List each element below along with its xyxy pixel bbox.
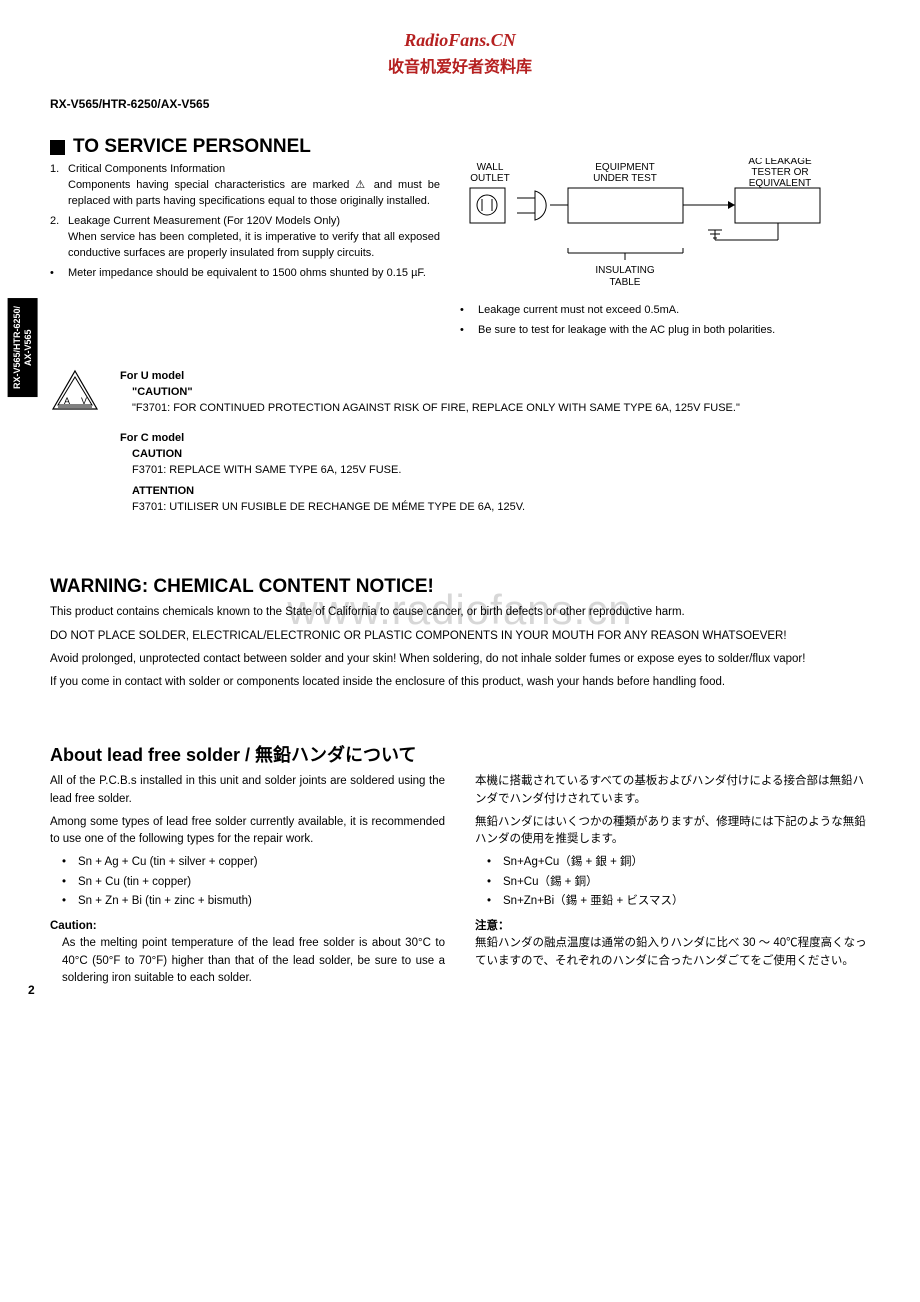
c-caution-body: F3701: REPLACE WITH SAME TYPE 6A, 125V F… xyxy=(132,463,870,479)
svg-text:TESTER OR: TESTER OR xyxy=(751,167,808,178)
lf-en-caution-body: As the melting point temperature of the … xyxy=(62,935,445,987)
svg-text:V: V xyxy=(81,396,87,406)
service-columns: 1. Critical Components Information Compo… xyxy=(50,158,870,339)
warning-triangle-icon: A V xyxy=(50,369,120,517)
square-icon xyxy=(50,140,65,155)
u-caution-label: "CAUTION" xyxy=(132,385,870,401)
svg-text:AC LEAKAGE: AC LEAKAGE xyxy=(748,158,812,167)
warning-p3: Avoid prolonged, unprotected contact bet… xyxy=(50,651,870,668)
lf-jp-b2: •Sn+Cu（錫 + 銅） xyxy=(487,874,870,891)
caution-text: For U model "CAUTION" "F3701: FOR CONTIN… xyxy=(120,369,870,517)
lf-en-b3: •Sn + Zn + Bi (tin + zinc + bismuth) xyxy=(62,893,445,910)
u-caution-body: "F3701: FOR CONTINUED PROTECTION AGAINST… xyxy=(132,401,870,417)
lf-en-b1: •Sn + Ag + Cu (tin + silver + copper) xyxy=(62,854,445,871)
bullet-icon: • xyxy=(460,323,478,339)
lf-jp-b1: •Sn+Ag+Cu（錫 + 銀 + 銅） xyxy=(487,854,870,871)
service-heading-text: TO SERVICE PERSONNEL xyxy=(73,136,311,158)
svg-text:EQUIPMENT: EQUIPMENT xyxy=(595,162,654,173)
lf-jp-b2-text: Sn+Cu（錫 + 銅） xyxy=(503,874,598,891)
page: RadioFans.CN 收音机爱好者资料库 RX-V565/HTR-6250/… xyxy=(0,0,920,1017)
lf-jp-p1: 本機に搭載されているすべての基板およびハンダ付けによる接合部は無鉛ハンダでハンダ… xyxy=(475,773,870,808)
c-caution-body2: F3701: UTILISER UN FUSIBLE DE RECHANGE D… xyxy=(132,500,870,516)
leadfree-heading: About lead free solder / 無鉛ハンダについて xyxy=(50,741,870,767)
lf-jp-p2: 無鉛ハンダにはいくつかの種類がありますが、修理時には下記のような無鉛ハンダの使用… xyxy=(475,814,870,849)
service-item-1: 1. Critical Components Information Compo… xyxy=(50,162,440,210)
service-bullet-1: • Meter impedance should be equivalent t… xyxy=(50,266,440,282)
u-caution-body-text: "F3701: FOR CONTINUED PROTECTION AGAINST… xyxy=(132,401,870,417)
caution-section: A V For U model "CAUTION" "F3701: FOR CO… xyxy=(50,369,870,517)
lf-jp-b1-text: Sn+Ag+Cu（錫 + 銀 + 銅） xyxy=(503,854,643,871)
service-left-col: 1. Critical Components Information Compo… xyxy=(50,158,440,339)
bullet-icon: • xyxy=(460,303,478,319)
leadfree-columns: All of the P.C.B.s installed in this uni… xyxy=(50,767,870,987)
bullet-icon: • xyxy=(50,266,68,282)
lf-jp-caution-title: 注意： xyxy=(475,918,870,935)
lf-en-b1-text: Sn + Ag + Cu (tin + silver + copper) xyxy=(78,854,258,871)
c-model-title: For C model xyxy=(120,431,870,447)
watermark-top-en: RadioFans.CN xyxy=(50,30,870,51)
item1-title: Critical Components Information xyxy=(68,163,225,175)
item2-title: Leakage Current Measurement (For 120V Mo… xyxy=(68,215,340,227)
warning-p2: DO NOT PLACE SOLDER, ELECTRICAL/ELECTRON… xyxy=(50,628,870,645)
warning-heading: WARNING: CHEMICAL CONTENT NOTICE! xyxy=(50,576,870,598)
page-number: 2 xyxy=(28,983,35,997)
svg-text:INSULATING: INSULATING xyxy=(595,265,654,276)
svg-text:WALL: WALL xyxy=(477,162,504,173)
service-bullet-r2: • Be sure to test for leakage with the A… xyxy=(460,323,870,339)
side-tab: RX-V565/HTR-6250/ AX-V565 xyxy=(8,298,38,397)
item2-body: When service has been completed, it is i… xyxy=(68,231,440,259)
service-right-col: WALL OUTLET EQUIPMENT UNDER TEST AC LEAK… xyxy=(460,158,870,339)
watermark-top-cn: 收音机爱好者资料库 xyxy=(50,53,870,77)
svg-text:OUTLET: OUTLET xyxy=(470,173,509,184)
service-heading: TO SERVICE PERSONNEL xyxy=(50,136,870,158)
lf-en-b2-text: Sn + Cu (tin + copper) xyxy=(78,874,191,891)
model-header: RX-V565/HTR-6250/AX-V565 xyxy=(50,97,870,111)
svg-text:A: A xyxy=(64,396,70,406)
u-model-title: For U model xyxy=(120,369,870,385)
side-tab-line1: RX-V565/HTR-6250/ xyxy=(12,306,22,389)
warning-p1: This product contains chemicals known to… xyxy=(50,604,870,621)
c-attention-label: ATTENTION xyxy=(132,484,870,500)
lf-jp-b3: •Sn+Zn+Bi（錫 + 亜鉛 + ビスマス） xyxy=(487,893,870,910)
bullet-r1-text: Leakage current must not exceed 0.5mA. xyxy=(478,303,679,319)
bullet-r2-text: Be sure to test for leakage with the AC … xyxy=(478,323,775,339)
service-item-2: 2. Leakage Current Measurement (For 120V… xyxy=(50,214,440,262)
lf-en-caution-title: Caution: xyxy=(50,918,445,935)
bullet1-text: Meter impedance should be equivalent to … xyxy=(68,266,426,282)
lf-en-b3-text: Sn + Zn + Bi (tin + zinc + bismuth) xyxy=(78,893,252,910)
leadfree-jp-col: 本機に搭載されているすべての基板およびハンダ付けによる接合部は無鉛ハンダでハンダ… xyxy=(475,767,870,987)
lf-jp-b3-text: Sn+Zn+Bi（錫 + 亜鉛 + ビスマス） xyxy=(503,893,684,910)
lf-en-p2: Among some types of lead free solder cur… xyxy=(50,814,445,849)
leakage-diagram: WALL OUTLET EQUIPMENT UNDER TEST AC LEAK… xyxy=(460,158,850,293)
warning-p4: If you come in contact with solder or co… xyxy=(50,674,870,691)
svg-text:TABLE: TABLE xyxy=(610,277,641,288)
lf-jp-caution-body: 無鉛ハンダの融点温度は通常の鉛入りハンダに比べ 30 〜 40℃程度高くなってい… xyxy=(475,935,870,970)
leadfree-en-col: All of the P.C.B.s installed in this uni… xyxy=(50,767,445,987)
service-bullet-r1: • Leakage current must not exceed 0.5mA. xyxy=(460,303,870,319)
item2-num: 2. xyxy=(50,214,68,262)
side-tab-line2: AX-V565 xyxy=(23,329,33,366)
c-caution-label: CAUTION xyxy=(132,447,870,463)
svg-text:EQUIVALENT: EQUIVALENT xyxy=(749,178,812,189)
warning-body: This product contains chemicals known to… xyxy=(50,604,870,691)
lf-en-b2: •Sn + Cu (tin + copper) xyxy=(62,874,445,891)
svg-text:UNDER TEST: UNDER TEST xyxy=(593,173,657,184)
lf-en-p1: All of the P.C.B.s installed in this uni… xyxy=(50,773,445,808)
item1-num: 1. xyxy=(50,162,68,210)
item1-body: Components having special characteristic… xyxy=(68,179,440,207)
